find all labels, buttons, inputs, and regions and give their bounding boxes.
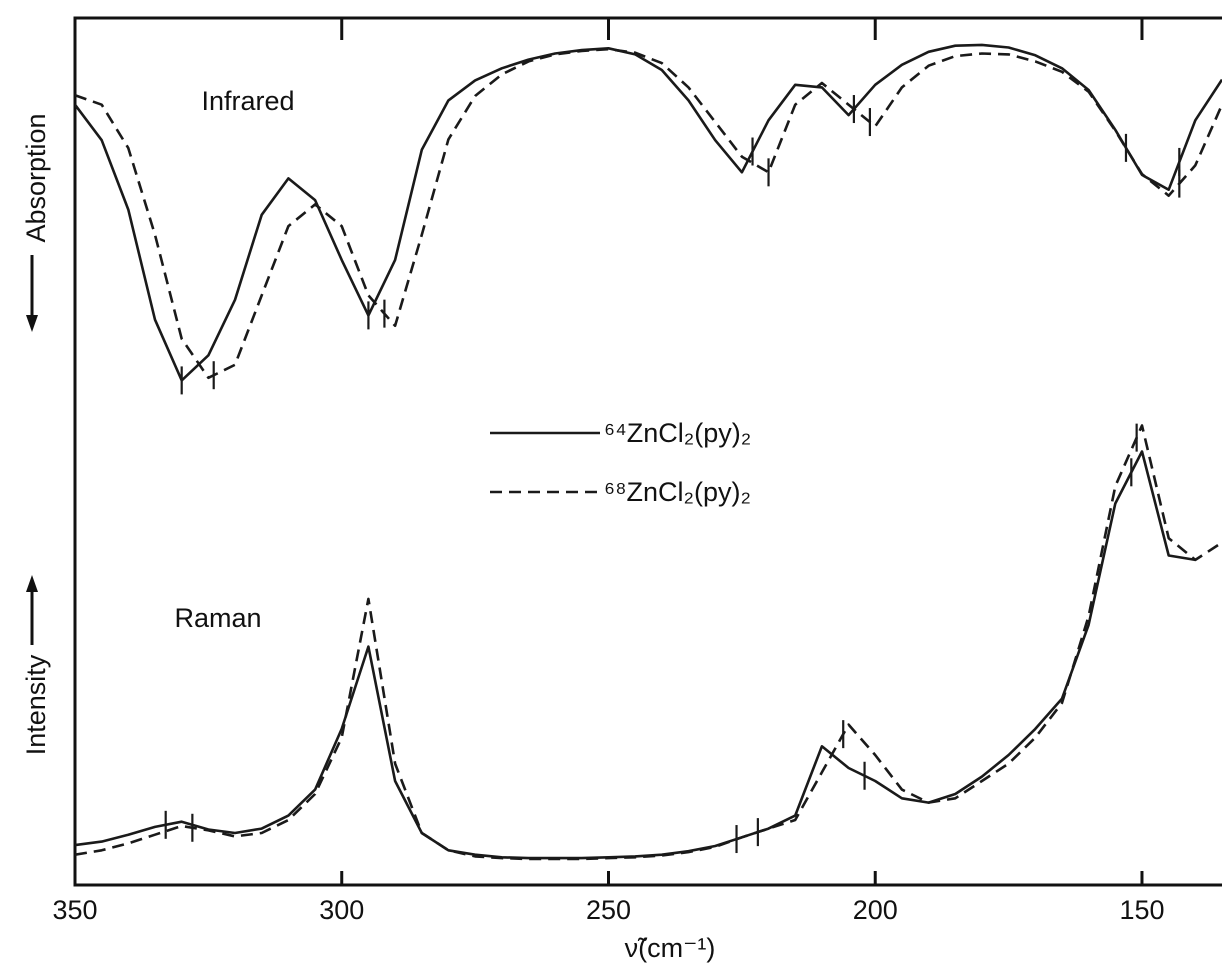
annotation: Raman <box>174 603 261 633</box>
x-tick-label: 250 <box>586 895 631 925</box>
x-tick-label: 350 <box>52 895 97 925</box>
line-raman <box>75 450 1196 860</box>
line-raman <box>75 424 1222 861</box>
x-tick-label: 150 <box>1119 895 1164 925</box>
x-tick-label: 200 <box>853 895 898 925</box>
line-infrared <box>75 43 1222 382</box>
y-axis-label: Absorption <box>21 113 51 242</box>
line-infrared <box>75 47 1222 380</box>
legend-label: ⁶⁸ZnCl₂(py)₂ <box>604 477 751 507</box>
legend-label: ⁶⁴ZnCl₂(py)₂ <box>604 418 751 448</box>
y-axis-label: Intensity <box>21 654 51 755</box>
arrow-up <box>26 575 38 645</box>
x-tick-label: 300 <box>319 895 364 925</box>
annotation: Infrared <box>201 86 294 116</box>
curves <box>75 43 1222 861</box>
plot-frame <box>73 16 1222 887</box>
arrow-down <box>26 255 38 332</box>
x-axis-label: ν̃(cm⁻¹) <box>625 933 716 963</box>
